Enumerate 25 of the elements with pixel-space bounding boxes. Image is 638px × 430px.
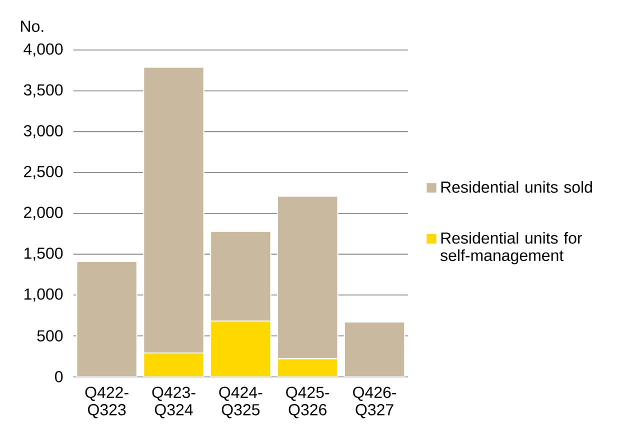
bar: [143, 66, 204, 354]
bar: [276, 196, 338, 360]
x-tick-label: Q422-Q323: [85, 386, 128, 418]
y-tick-label: 2,500: [24, 166, 63, 180]
x-tick-label: Q425-Q326: [286, 386, 330, 418]
y-tick-label: 1,500: [24, 248, 63, 261]
bar: [76, 260, 138, 377]
bar: [210, 320, 272, 377]
bar: [344, 321, 406, 377]
y-tick-label: 1,000: [24, 288, 63, 302]
y-tick-label: 500: [37, 330, 63, 342]
bar: [210, 230, 272, 322]
x-tick-label: Q423-Q324: [152, 386, 196, 418]
y-tick-label: 3,000: [24, 125, 63, 138]
bar: [276, 358, 338, 377]
legend-label: Residential units sold: [441, 181, 592, 193]
x-tick-label: Q424-Q325: [219, 386, 262, 418]
x-tick-label: Q426-Q327: [353, 386, 396, 418]
legend-label: Residential units for self-management: [440, 232, 582, 264]
y-axis-title: No.: [21, 20, 44, 32]
y-tick-label: 0: [55, 371, 63, 382]
y-tick-label: 3,500: [24, 84, 63, 98]
bar: [143, 352, 204, 377]
y-tick-label: 4,000: [24, 43, 63, 57]
y-tick-label: 2,000: [24, 206, 63, 220]
